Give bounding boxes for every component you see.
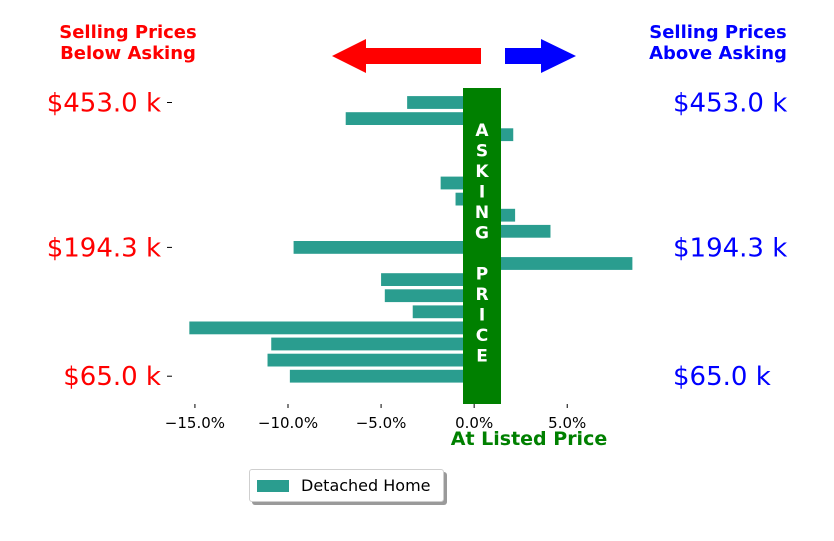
bar — [384, 289, 475, 303]
header-above-asking: Selling Prices Above Asking — [628, 22, 808, 64]
x-tick-label: −15.0% — [165, 414, 225, 432]
header-below-line2: Below Asking — [60, 43, 196, 64]
bar — [267, 353, 475, 367]
y-tick-label-left: $453.0 k — [47, 89, 161, 119]
x-tick-label: 5.0% — [548, 414, 586, 432]
asking-price-letter: S — [476, 142, 488, 162]
bar — [412, 305, 475, 319]
asking-price-letter: A — [475, 121, 489, 141]
asking-price-letter: E — [476, 347, 488, 367]
asking-price-letter: I — [479, 183, 485, 203]
asking-price-letter: C — [476, 326, 488, 346]
bar — [289, 369, 475, 383]
arrow-left-icon — [332, 39, 481, 73]
bar — [407, 96, 475, 109]
asking-price-letter: P — [476, 265, 488, 285]
bar — [381, 273, 475, 286]
asking-price-letter: I — [479, 306, 485, 326]
asking-price-band — [463, 88, 501, 404]
header-above-line2: Above Asking — [649, 43, 787, 64]
header-below-asking: Selling Prices Below Asking — [38, 22, 218, 64]
x-tick-label: −10.0% — [258, 414, 318, 432]
x-tick-label: −5.0% — [356, 414, 407, 432]
at-listed-price-label: At Listed Price — [451, 428, 607, 450]
bar — [474, 257, 633, 270]
asking-price-letter: G — [475, 224, 489, 244]
asking-price-letter: R — [475, 285, 488, 305]
y-tick-label-left: $194.3 k — [47, 233, 161, 263]
legend-swatch — [257, 479, 289, 492]
bar — [293, 241, 475, 254]
y-tick-label-right: $194.3 k — [673, 233, 787, 263]
legend: Detached Home — [249, 469, 444, 502]
x-tick-label: 0.0% — [455, 414, 493, 432]
y-tick-label-left: $65.0 k — [63, 362, 161, 392]
asking-price-letter: N — [475, 203, 489, 223]
bar — [345, 112, 475, 125]
header-below-line1: Selling Prices — [59, 22, 197, 43]
arrow-right-icon — [505, 39, 576, 73]
legend-label: Detached Home — [301, 476, 431, 495]
header-above-line1: Selling Prices — [649, 22, 787, 43]
y-tick-label-right: $65.0 k — [673, 362, 771, 392]
bar — [271, 337, 475, 351]
y-tick-label-right: $453.0 k — [673, 89, 787, 119]
bar — [189, 321, 475, 335]
asking-price-letter: K — [475, 162, 489, 182]
